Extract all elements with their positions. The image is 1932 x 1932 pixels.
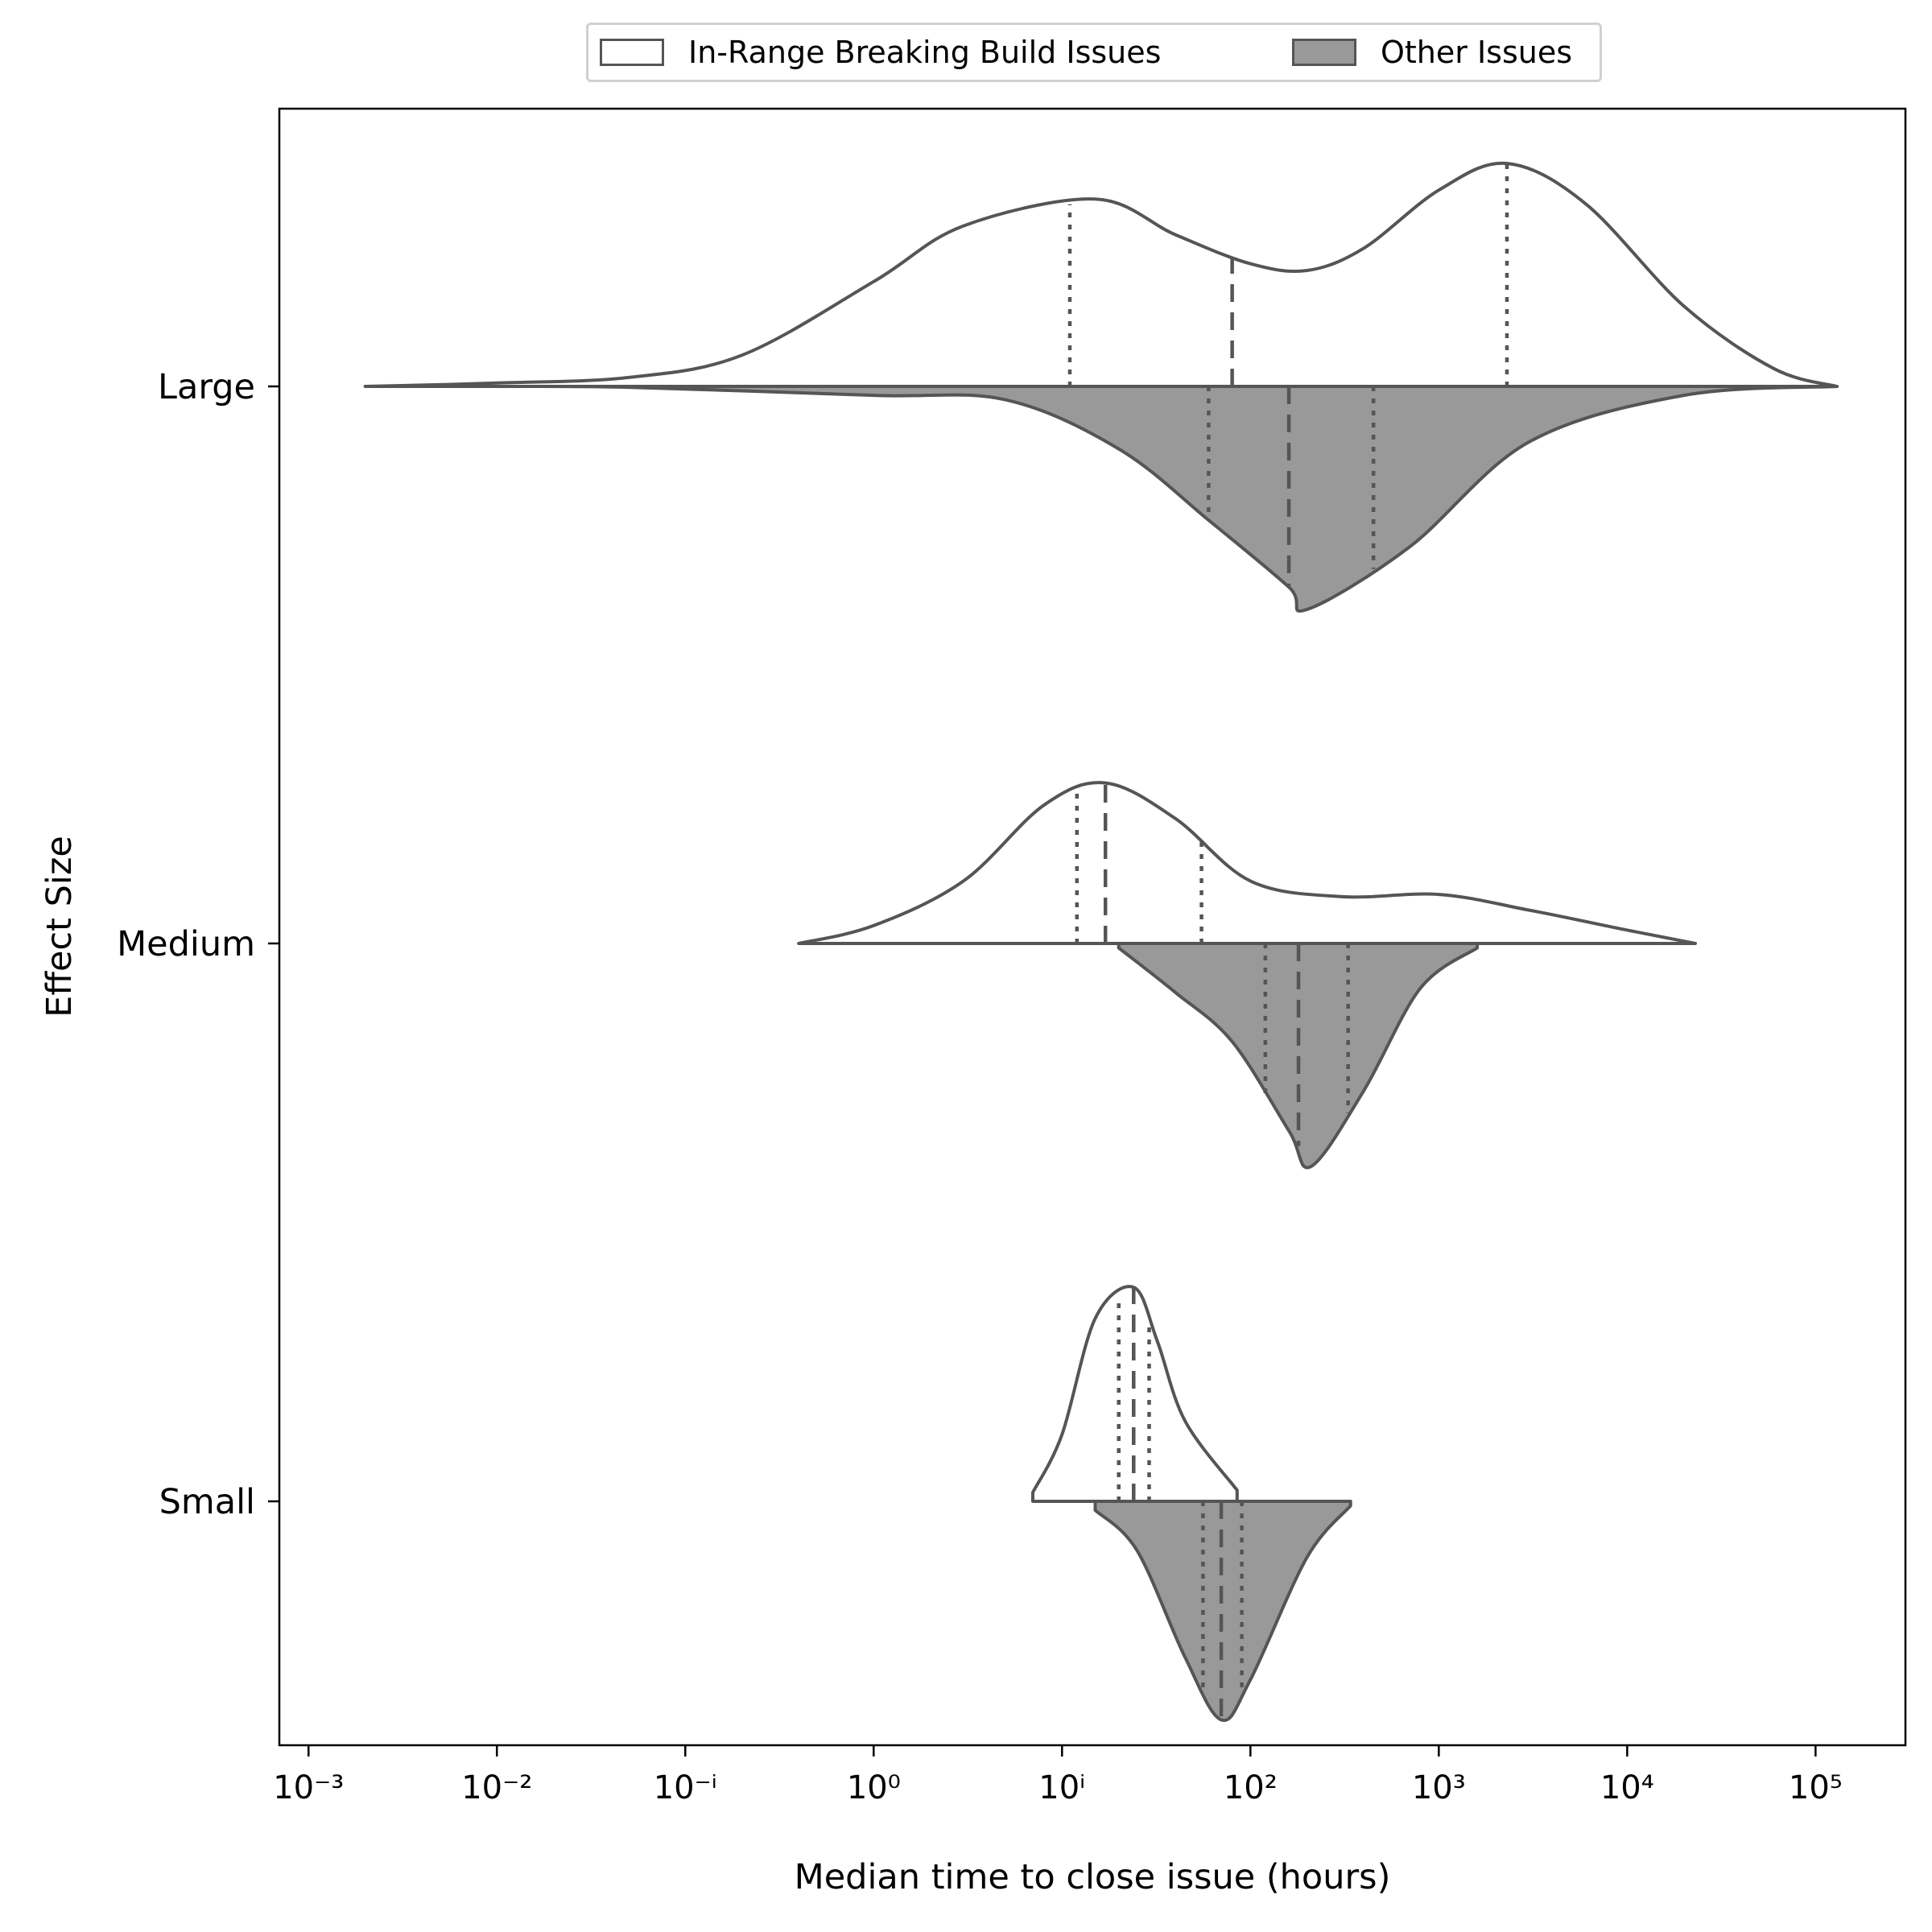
- y-tick-label-medium: Medium: [117, 924, 255, 964]
- axes-layer: 10⁻³ 10⁻² 10⁻ⁱ 10⁰ 10ⁱ 10² 10³ 10⁴ 10⁵ Large Mediu…: [117, 367, 1843, 1806]
- legend-item-other: Other Issues: [1292, 25, 1572, 80]
- x-tick-label-8: 10⁵: [1789, 1769, 1843, 1806]
- x-tick-label-1: 10⁻²: [461, 1769, 532, 1806]
- x-tick-label-7: 10⁴: [1600, 1769, 1654, 1806]
- violin-large-in-range: [363, 161, 1839, 388]
- x-tick-label-5: 10²: [1224, 1769, 1278, 1806]
- violin-medium-other: [1117, 942, 1480, 1170]
- legend-label-in-range: In-Range Breaking Build Issues: [688, 35, 1162, 70]
- x-tick-label-4: 10ⁱ: [1038, 1769, 1085, 1806]
- x-tick-label-0: 10⁻³: [273, 1769, 344, 1806]
- legend-swatch-in-range: [600, 39, 664, 66]
- y-tick-label-large: Large: [158, 367, 255, 407]
- x-tick-label-3: 10⁰: [847, 1769, 901, 1806]
- x-tick-label-6: 10³: [1412, 1769, 1466, 1806]
- x-axis-label: Median time to close issue (hours): [795, 1857, 1391, 1897]
- violins-layer: [363, 161, 1839, 1723]
- violin-small-other: [1093, 1500, 1352, 1723]
- y-axis-label: Effect Size: [39, 836, 80, 1018]
- legend-item-in-range: In-Range Breaking Build Issues: [600, 25, 1161, 80]
- legend-swatch-other: [1292, 39, 1356, 66]
- y-tick-label-small: Small: [159, 1482, 255, 1522]
- violin-large-other: [495, 384, 1839, 613]
- x-tick-label-2: 10⁻ⁱ: [654, 1769, 717, 1806]
- legend-label-other: Other Issues: [1381, 35, 1573, 70]
- violin-medium-in-range: [797, 781, 1697, 945]
- legend: In-Range Breaking Build Issues Other Iss…: [586, 23, 1602, 82]
